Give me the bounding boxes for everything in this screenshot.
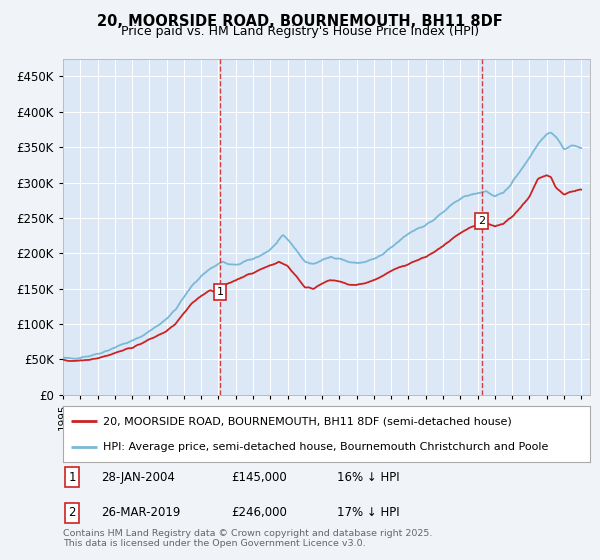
Text: 1: 1 bbox=[217, 287, 223, 297]
Text: 17% ↓ HPI: 17% ↓ HPI bbox=[337, 506, 400, 519]
Text: 2: 2 bbox=[478, 216, 485, 226]
Text: £145,000: £145,000 bbox=[232, 470, 287, 484]
Text: HPI: Average price, semi-detached house, Bournemouth Christchurch and Poole: HPI: Average price, semi-detached house,… bbox=[103, 442, 548, 452]
Text: 26-MAR-2019: 26-MAR-2019 bbox=[101, 506, 181, 519]
Text: 16% ↓ HPI: 16% ↓ HPI bbox=[337, 470, 400, 484]
Text: This data is licensed under the Open Government Licence v3.0.: This data is licensed under the Open Gov… bbox=[63, 539, 365, 548]
Text: 28-JAN-2004: 28-JAN-2004 bbox=[101, 470, 175, 484]
Text: 20, MOORSIDE ROAD, BOURNEMOUTH, BH11 8DF (semi-detached house): 20, MOORSIDE ROAD, BOURNEMOUTH, BH11 8DF… bbox=[103, 416, 511, 426]
Text: Contains HM Land Registry data © Crown copyright and database right 2025.: Contains HM Land Registry data © Crown c… bbox=[63, 529, 433, 538]
Text: Price paid vs. HM Land Registry's House Price Index (HPI): Price paid vs. HM Land Registry's House … bbox=[121, 25, 479, 38]
Text: £246,000: £246,000 bbox=[232, 506, 287, 519]
Text: 2: 2 bbox=[68, 506, 76, 519]
Text: 20, MOORSIDE ROAD, BOURNEMOUTH, BH11 8DF: 20, MOORSIDE ROAD, BOURNEMOUTH, BH11 8DF bbox=[97, 14, 503, 29]
Text: 1: 1 bbox=[68, 470, 76, 484]
